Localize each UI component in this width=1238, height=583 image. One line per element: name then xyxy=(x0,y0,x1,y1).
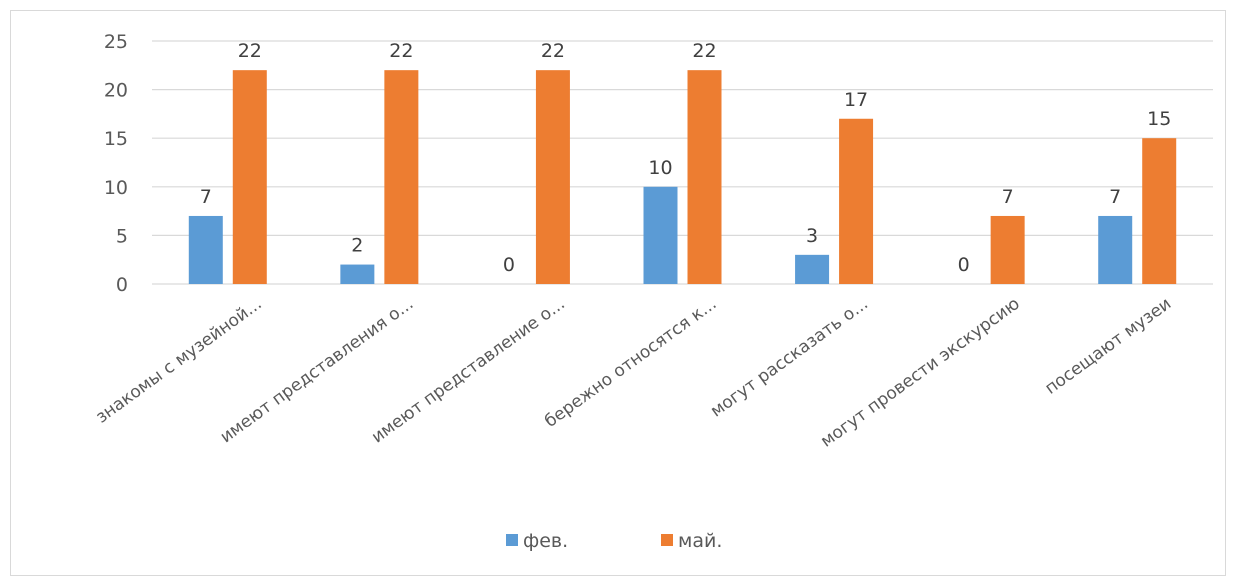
gridlines xyxy=(152,40,1213,285)
bar-may xyxy=(535,70,570,284)
data-label: 2 xyxy=(351,235,363,257)
legend-label: май. xyxy=(678,530,722,552)
data-label: 22 xyxy=(238,40,262,62)
legend-swatch-may xyxy=(661,534,673,546)
y-tick-label: 0 xyxy=(116,274,128,296)
category-label: знакомы с музейной... xyxy=(92,294,265,428)
bar-feb xyxy=(795,254,830,284)
data-label: 17 xyxy=(844,89,868,111)
legend-swatch-feb xyxy=(506,534,518,546)
data-label: 7 xyxy=(1109,186,1121,208)
y-tick-label: 10 xyxy=(104,177,128,199)
bar-feb xyxy=(1098,215,1133,284)
y-tick-label: 20 xyxy=(104,80,128,102)
y-tick-label: 25 xyxy=(104,31,128,53)
data-label: 7 xyxy=(200,186,212,208)
bar-feb xyxy=(188,215,223,284)
legend-label: фев. xyxy=(523,530,568,552)
category-label: бережно относятся к... xyxy=(541,294,720,432)
bar-may xyxy=(1142,138,1177,284)
y-axis-ticks: 0 5 10 15 20 25 xyxy=(104,31,128,296)
bar-feb xyxy=(340,264,375,284)
bar-may xyxy=(839,118,874,284)
bar-may xyxy=(687,70,722,284)
data-label: 0 xyxy=(958,254,970,276)
data-label: 22 xyxy=(541,40,565,62)
y-tick-label: 15 xyxy=(104,128,128,150)
data-label: 22 xyxy=(389,40,413,62)
category-label: могут рассказать о... xyxy=(707,294,872,422)
bars xyxy=(188,70,1177,284)
data-label: 0 xyxy=(503,254,515,276)
legend: фев. май. xyxy=(506,530,722,552)
data-label: 10 xyxy=(648,157,672,179)
category-label: посещают музеи xyxy=(1041,294,1175,399)
bar-may xyxy=(232,70,267,284)
chart-frame xyxy=(10,10,1226,576)
y-tick-label: 5 xyxy=(116,225,128,247)
data-label: 3 xyxy=(806,225,818,247)
bar-may xyxy=(384,70,419,284)
data-label: 7 xyxy=(1002,186,1014,208)
bar-feb xyxy=(643,186,678,284)
data-label: 15 xyxy=(1147,108,1171,130)
bar-may xyxy=(990,215,1025,284)
data-label: 22 xyxy=(692,40,716,62)
category-labels: знакомы с музейной...имеют представления… xyxy=(92,294,1175,452)
